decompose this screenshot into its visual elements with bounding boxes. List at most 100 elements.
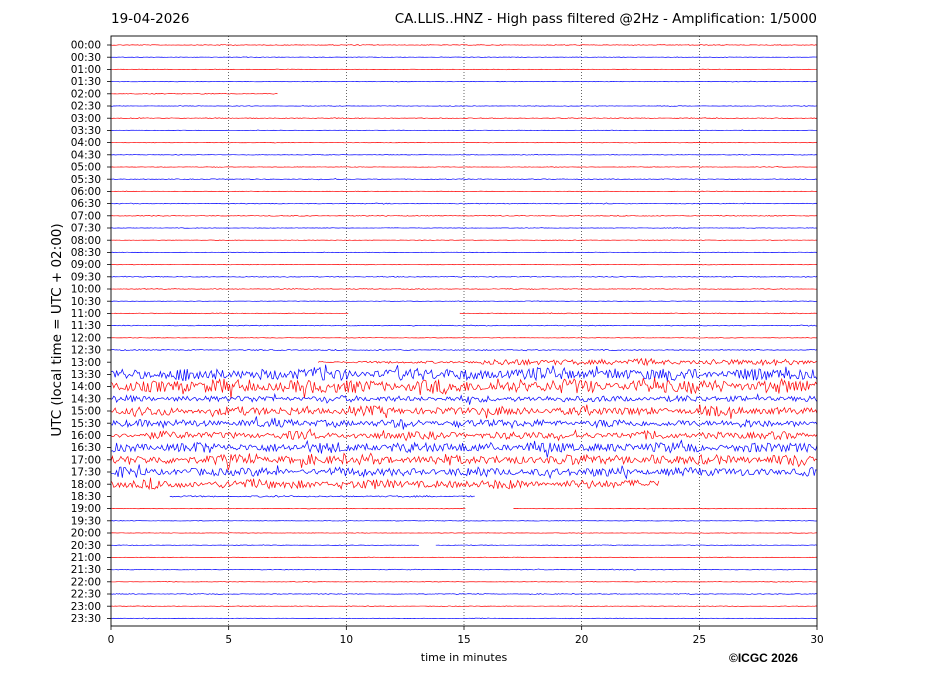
x-tick-label: 0 [108,634,115,646]
trace-0000 [110,44,818,46]
trace-1700 [110,452,818,471]
y-tick-label: 02:00 [71,88,101,100]
trace-0330 [110,129,818,132]
date-label: 19-04-2026 [111,11,190,27]
x-tick-label: 30 [810,634,823,646]
trace-0100 [111,68,818,71]
chart-title: CA.LLIS..HNZ - High pass filtered @2Hz -… [394,11,817,27]
x-tick-label: 20 [575,634,588,646]
trace-0900 [110,263,818,266]
trace-2330 [110,617,818,620]
y-tick-label: 04:30 [71,149,101,161]
trace-1000 [110,288,818,290]
x-tick-label: 15 [457,634,470,646]
y-tick-label: 16:30 [71,442,101,454]
trace-2230 [110,593,818,595]
y-tick-label: 08:00 [71,235,101,247]
y-tick-label: 11:00 [71,308,101,320]
y-tick-label: 13:00 [71,357,101,369]
copyright-label: ©ICGC 2026 [729,651,798,665]
trace-1300 [317,357,817,367]
x-axis-label: time in minutes [420,651,508,664]
trace-0200 [110,93,278,95]
trace-0500 [110,166,818,168]
trace-1330 [110,364,818,382]
y-tick-label: 09:00 [71,259,101,271]
x-tick-label: 10 [340,634,353,646]
trace-1200 [110,337,818,339]
y-tick-label: 18:00 [71,479,101,491]
trace-0530 [110,178,818,181]
y-tick-label: 10:30 [71,296,101,308]
y-tick-label: 11:30 [71,320,101,332]
y-tick-label: 12:30 [71,345,101,357]
y-tick-label: 00:30 [71,52,101,64]
y-tick-label: 07:00 [71,210,101,222]
trace-1530 [110,416,818,430]
y-tick-label: 23:30 [71,613,101,625]
trace-2000 [110,532,818,534]
trace-0800 [110,239,818,241]
trace-2300 [110,605,818,607]
y-tick-label: 15:30 [71,418,101,430]
trace-2130 [110,568,818,571]
trace-1930 [110,520,818,522]
y-tick-label: 15:00 [71,406,101,418]
y-tick-label: 00:00 [71,40,101,52]
trace-0930 [110,275,818,278]
y-tick-label: 09:30 [71,271,101,283]
trace-0030 [110,56,818,58]
y-tick-label: 13:30 [71,369,101,381]
trace-1800 [110,477,660,491]
trace-1400 [110,377,818,399]
trace-0630 [110,202,818,205]
y-tick-label: 06:30 [71,198,101,210]
y-tick-label: 05:30 [71,174,101,186]
y-tick-label: 01:00 [71,64,101,76]
trace-0400 [110,141,818,144]
y-tick-label: 08:30 [71,247,101,259]
y-tick-label: 21:00 [71,552,101,564]
trace-1730 [110,464,818,480]
trace-1030 [110,300,818,302]
y-tick-label: 20:00 [71,528,101,540]
y-tick-label: 12:00 [71,332,101,344]
trace-1600 [110,428,818,442]
trace-0430 [110,154,818,156]
y-tick-label: 07:30 [71,223,101,235]
y-tick-label: 14:30 [71,393,101,405]
y-tick-label: 22:30 [71,589,101,601]
trace-2200 [110,581,818,583]
trace-1230 [110,349,818,352]
trace-2030 [110,544,818,547]
trace-0300 [110,117,818,120]
y-tick-label: 20:30 [71,540,101,552]
y-tick-label: 23:00 [71,601,101,613]
y-tick-label: 18:30 [71,491,101,503]
y-tick-label: 14:00 [71,381,101,393]
y-tick-label: 04:00 [71,137,101,149]
trace-1130 [110,324,818,327]
trace-0700 [110,214,818,217]
y-tick-label: 22:00 [71,576,101,588]
trace-1900 [110,507,818,510]
trace-2100 [110,556,818,559]
plot-frame [110,35,818,627]
y-tick-label: 16:00 [71,430,101,442]
y-tick-label: 19:30 [71,515,101,527]
y-tick-label: 17:00 [71,454,101,466]
trace-0600 [110,190,818,193]
y-tick-label: 19:00 [71,503,101,515]
y-tick-label: 06:00 [71,186,101,198]
x-tick-label: 25 [693,634,706,646]
y-tick-label: 17:30 [71,467,101,479]
trace-0230 [110,105,818,107]
trace-0730 [110,227,818,229]
trace-1500 [110,404,818,419]
trace-1630 [110,439,818,458]
x-tick-label: 5 [225,634,232,646]
y-tick-label: 03:00 [71,113,101,125]
trace-1100 [110,312,818,315]
trace-0130 [110,80,818,83]
